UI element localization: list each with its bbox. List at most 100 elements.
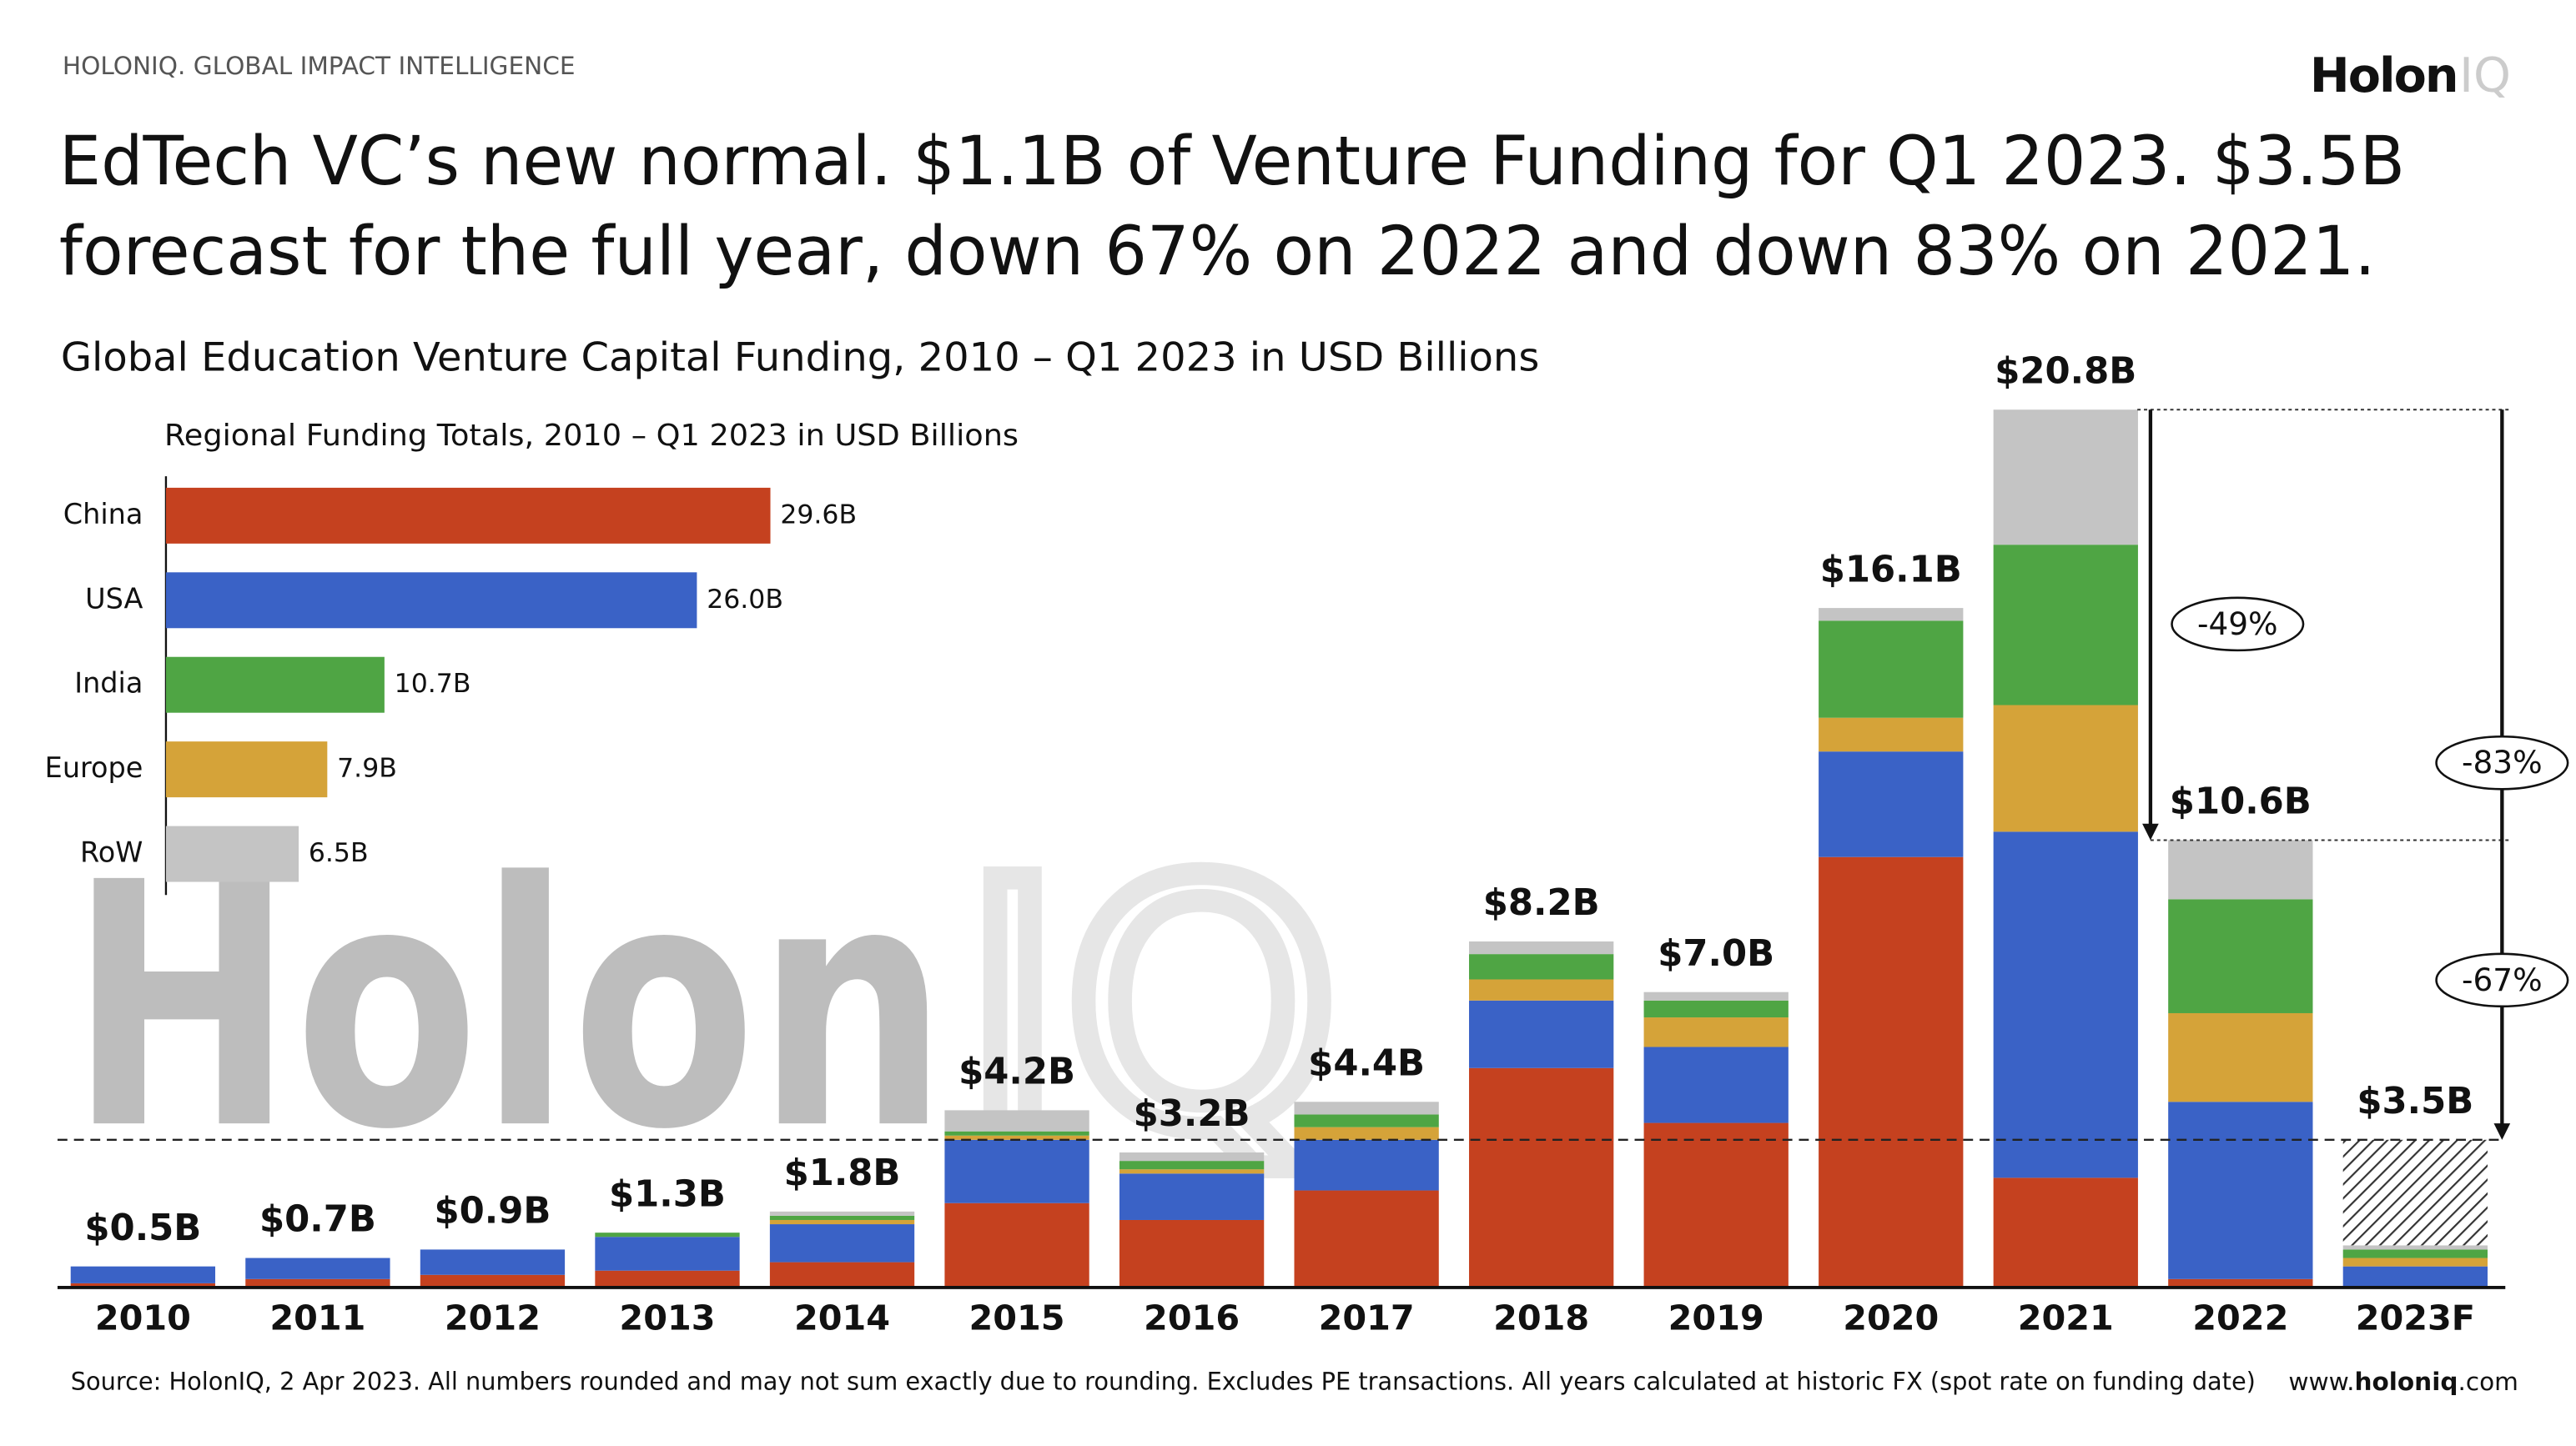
inset-bar (165, 741, 328, 798)
inset-category: USA (85, 582, 143, 615)
x-tick-label: 2018 (1493, 1298, 1589, 1338)
logo: IQ (2459, 48, 2511, 103)
x-tick-label: 2011 (269, 1298, 365, 1338)
bar-segment (2342, 1249, 2488, 1258)
x-tick-label: 2012 (445, 1298, 541, 1338)
bar-segment (1643, 1122, 1789, 1288)
website: www.holoniq.com (2288, 1368, 2518, 1396)
inset-bar (165, 487, 771, 544)
bar-segment (1643, 1017, 1789, 1047)
annotation-bubble (2435, 735, 2569, 791)
inset-value: 7.9B (337, 754, 397, 784)
bar-segment (1294, 1139, 1439, 1191)
bar-segment (1993, 831, 2138, 1178)
bar-segment (769, 1215, 915, 1220)
source: Source: HolonIQ, 2 Apr 2023. All numbers… (71, 1368, 2256, 1396)
x-tick-label: 2019 (1668, 1298, 1764, 1338)
bar-segment (420, 1249, 566, 1275)
inset-value: 29.6B (780, 500, 857, 530)
x-tick-label: 2022 (2192, 1298, 2288, 1338)
bar-segment (2342, 1245, 2488, 1250)
bar-segment (2342, 1139, 2488, 1246)
inset-bar (165, 826, 299, 882)
inset-bar (165, 572, 697, 629)
bar-segment (1469, 1000, 1614, 1068)
total-label: $0.5B (84, 1208, 201, 1249)
bar-segment (1819, 751, 1964, 857)
x-tick-label: 2023F (2356, 1298, 2475, 1338)
bar-segment (1294, 1114, 1439, 1127)
total-label: $0.7B (259, 1199, 376, 1241)
bar-segment (420, 1274, 566, 1288)
x-tick-label: 2013 (619, 1298, 715, 1338)
x-tick-label: 2015 (969, 1298, 1065, 1338)
bar-segment (1119, 1219, 1265, 1288)
title: EdTech VC’s new normal. $1.1B of Venture… (59, 123, 2405, 201)
bar-segment (70, 1266, 216, 1283)
annotation: -67% (2462, 961, 2543, 998)
bar-segment (2342, 1258, 2488, 1267)
bar-segment (1643, 1047, 1789, 1123)
bar-segment (1294, 1190, 1439, 1288)
total-label: $20.8B (1995, 350, 2136, 392)
bar-segment (595, 1237, 740, 1271)
bar-segment (2168, 899, 2313, 1013)
inset-value: 6.5B (309, 838, 369, 868)
bar-segment (1469, 954, 1614, 980)
bar-segment (245, 1278, 390, 1288)
bar-segment (1119, 1173, 1265, 1220)
bar-segment (2168, 1278, 2313, 1288)
bar-segment (1643, 992, 1789, 1001)
bar-segment (944, 1110, 1089, 1132)
inset-category: RoW (80, 836, 143, 869)
total-label: $4.2B (958, 1052, 1075, 1093)
inset-title: Regional Funding Totals, 2010 – Q1 2023 … (164, 419, 1019, 453)
total-label: $16.1B (1820, 549, 1962, 590)
bar-segment (769, 1262, 915, 1288)
total-label: $1.8B (784, 1152, 901, 1194)
website-part: .com (2458, 1368, 2518, 1396)
x-tick-label: 2010 (95, 1298, 191, 1338)
bar-segment (2168, 840, 2313, 900)
bar-segment (2342, 1266, 2488, 1288)
bar-segment (595, 1270, 740, 1288)
brand: HOLONIQ. GLOBAL IMPACT INTELLIGENCE (63, 52, 576, 80)
x-tick-label: 2016 (1144, 1298, 1240, 1338)
x-tick-label: 2017 (1319, 1298, 1415, 1338)
bar-segment (944, 1135, 1089, 1140)
bar-segment (2168, 1102, 2313, 1279)
bar-segment (595, 1233, 740, 1238)
bar-segment (769, 1224, 915, 1263)
annotation: -83% (2462, 744, 2543, 781)
inset-value: 26.0B (707, 585, 783, 615)
x-tick-label: 2021 (2018, 1298, 2114, 1338)
bar-segment (1119, 1152, 1265, 1162)
annotation-bubble (2171, 596, 2305, 652)
bar-segment (769, 1211, 915, 1216)
inset-bar (165, 656, 385, 713)
total-label: $1.3B (609, 1173, 726, 1215)
total-label: $3.2B (1134, 1093, 1250, 1135)
bar-segment (1819, 717, 1964, 752)
title: forecast for the full year, down 67% on … (59, 213, 2376, 291)
bar-segment (1294, 1127, 1439, 1140)
total-label: $0.9B (435, 1191, 551, 1233)
inset-category: China (63, 498, 143, 530)
bar-segment (944, 1139, 1089, 1203)
x-tick-label: 2014 (794, 1298, 890, 1338)
bar-segment (245, 1258, 390, 1279)
bar-segment (1993, 1177, 2138, 1288)
bar-segment (1469, 941, 1614, 955)
bar-segment (1819, 608, 1964, 621)
arrow-head (2493, 1123, 2511, 1140)
subtitle: Global Education Venture Capital Funding… (61, 334, 1539, 380)
bar-segment (1294, 1102, 1439, 1115)
total-label: $3.5B (2357, 1081, 2473, 1122)
website-part: www. (2288, 1368, 2354, 1396)
bar-segment (2168, 1012, 2313, 1102)
inset-value: 10.7B (395, 669, 471, 699)
annotation-bubble (2435, 952, 2569, 1008)
bar-segment (769, 1219, 915, 1225)
total-label: $4.4B (1308, 1042, 1425, 1084)
